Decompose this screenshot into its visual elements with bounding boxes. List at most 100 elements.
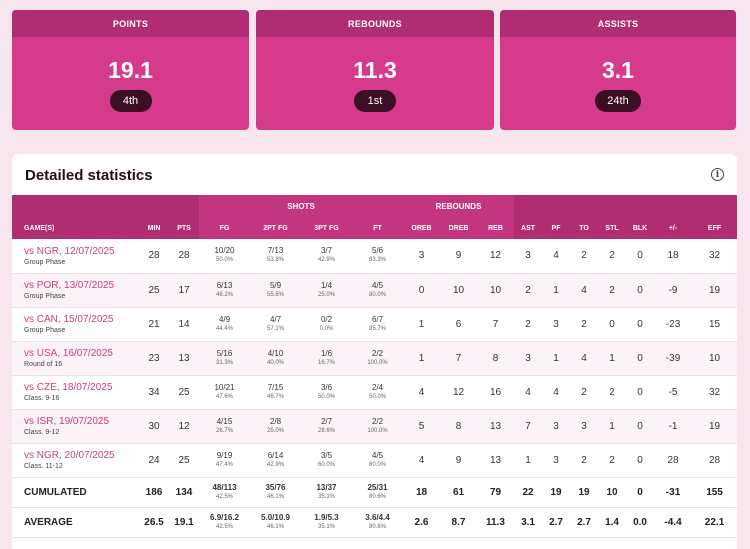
cell-ast: 2: [514, 273, 543, 308]
cell-pf: 1: [542, 273, 571, 308]
col-header-stl[interactable]: STL: [598, 217, 627, 239]
cell-pf: 3: [542, 307, 571, 342]
cell-reb: 12: [477, 239, 515, 274]
col-header-3pt-fg[interactable]: 3PT FG: [301, 217, 352, 239]
cell-ast: 4: [514, 375, 543, 410]
game-link[interactable]: vs USA, 16/07/2025: [24, 348, 113, 359]
cell-blk: 0: [626, 409, 655, 444]
fg-pct: 44.4%: [215, 325, 233, 332]
game-link[interactable]: vs CAN, 15/07/2025: [24, 314, 114, 325]
fg3-pct: 35.1%: [317, 523, 335, 530]
cell-plus-minus: 28: [654, 443, 693, 478]
ft-made-attempted: 2/4: [371, 382, 384, 392]
cell-blk: 0: [626, 477, 655, 508]
cell-2pt-fg: 7/15 46.7%: [250, 375, 301, 410]
fg3-pct: 35.1%: [317, 493, 335, 500]
col-header-pts[interactable]: PTS: [169, 217, 199, 239]
fg2-pct: 42.9%: [266, 461, 284, 468]
cell-to: 2: [570, 239, 599, 274]
fg3-made-attempted: 0/2: [320, 314, 333, 324]
cell-ft: 6/7 85.7%: [352, 307, 403, 342]
ft-made-attempted: 3.6/4.4: [365, 512, 390, 522]
game-link[interactable]: vs CZE, 18/07/2025: [24, 382, 113, 393]
cell-pts: 25: [169, 375, 199, 410]
cell-plus-minus: -39: [654, 341, 693, 376]
cell-ft: 2/4 50.0%: [352, 375, 403, 410]
col-header-ast[interactable]: AST: [514, 217, 543, 239]
ft-pct: 50.0%: [368, 393, 386, 400]
fg-pct: 42.5%: [215, 493, 233, 500]
cell-eff: 32: [692, 239, 738, 274]
cell-2pt-fg: 6/14 42.9%: [250, 443, 301, 478]
cell-to: 3: [570, 409, 599, 444]
cell-stl: 0: [598, 307, 627, 342]
cell-ast: 3.1: [514, 507, 543, 538]
cell-min: 186: [139, 477, 169, 508]
info-icon[interactable]: i: [711, 168, 724, 181]
col-header-reb[interactable]: REB: [477, 217, 515, 239]
cell-blk: 0: [626, 239, 655, 274]
cell-pf: 4: [542, 375, 571, 410]
cell-dreb: 10: [440, 273, 477, 308]
col-header-fg[interactable]: FG: [199, 217, 250, 239]
cell-reb: 13: [477, 409, 515, 444]
fg-made-attempted: 4/9: [218, 314, 231, 324]
col-header-plus-minus[interactable]: +/-: [654, 217, 693, 239]
cell-pf: 3: [542, 409, 571, 444]
shots-group-header: SHOTS: [199, 195, 403, 217]
cell-game: vs CZE, 18/07/2025 Class. 9-16: [12, 375, 139, 410]
cell-pts: 25: [169, 443, 199, 478]
cell-blk: 0: [626, 375, 655, 410]
cell-game: vs CAN, 15/07/2025 Group Phase: [12, 307, 139, 342]
cell-pts: 14: [169, 307, 199, 342]
cell-blk: 0.0: [626, 507, 655, 538]
fg3-pct: 0.0%: [319, 325, 334, 332]
column-header-row: GAME(S) MIN PTS FG 2PT FG 3PT FG FT OREB…: [12, 217, 738, 239]
cell-pf: 3: [542, 443, 571, 478]
game-link[interactable]: vs NGR, 12/07/2025: [24, 245, 115, 257]
col-header-dreb[interactable]: DREB: [440, 217, 477, 239]
game-phase: Class. 11-12: [24, 463, 63, 470]
fg2-made-attempted: 6/14: [267, 450, 284, 460]
cell-oreb: 3: [403, 239, 440, 274]
col-header-to[interactable]: TO: [570, 217, 599, 239]
cell-fg: 4/9 44.4%: [199, 307, 250, 342]
cell-stl: 2: [598, 239, 627, 274]
fg3-made-attempted: 13/37: [316, 482, 337, 492]
col-header-eff[interactable]: EFF: [692, 217, 738, 239]
cell-reb: 10: [477, 273, 515, 308]
fg2-pct: 25.0%: [266, 427, 284, 434]
cell-to: 4: [570, 341, 599, 376]
cell-fg: 9/19 47.4%: [199, 443, 250, 478]
cell-eff: 10: [692, 341, 738, 376]
cell-pf: 2.7: [542, 507, 571, 538]
cell-oreb: 2.6: [403, 507, 440, 538]
ft-made-attempted: 2/2: [371, 348, 384, 358]
col-header-games[interactable]: GAME(S): [12, 217, 139, 239]
cell-to: 2: [570, 307, 599, 342]
cell-ast: 2: [514, 307, 543, 342]
game-link[interactable]: vs ISR, 19/07/2025: [24, 416, 110, 427]
cell-to: 2: [570, 443, 599, 478]
game-link[interactable]: vs NGR, 20/07/2025: [24, 450, 115, 461]
col-header-blk[interactable]: BLK: [626, 217, 655, 239]
cell-ast: 7: [514, 409, 543, 444]
cell-dreb: 9: [440, 239, 477, 274]
cell-stl: 1: [598, 409, 627, 444]
col-header-pf[interactable]: PF: [542, 217, 571, 239]
cell-oreb: 1: [403, 341, 440, 376]
cell-dreb: 9: [440, 443, 477, 478]
table-row: vs POR, 13/07/2025 Group Phase 25 17 6/13 46.…: [12, 273, 738, 308]
cell-game: vs NGR, 12/07/2025 Group Phase: [12, 239, 139, 274]
table-row: vs CAN, 15/07/2025 Group Phase 21 14 4/9 44.4…: [12, 307, 738, 342]
col-header-min[interactable]: MIN: [139, 217, 169, 239]
col-header-2pt-fg[interactable]: 2PT FG: [250, 217, 301, 239]
fg-made-attempted: 48/113: [212, 482, 237, 492]
cell-dreb: 61: [440, 477, 477, 508]
col-header-oreb[interactable]: OREB: [403, 217, 440, 239]
ft-pct: 80.6%: [368, 523, 386, 530]
game-link[interactable]: vs POR, 13/07/2025: [24, 280, 115, 291]
ft-pct: 100.0%: [367, 427, 388, 434]
cell-dreb: 8: [440, 409, 477, 444]
col-header-ft[interactable]: FT: [352, 217, 403, 239]
